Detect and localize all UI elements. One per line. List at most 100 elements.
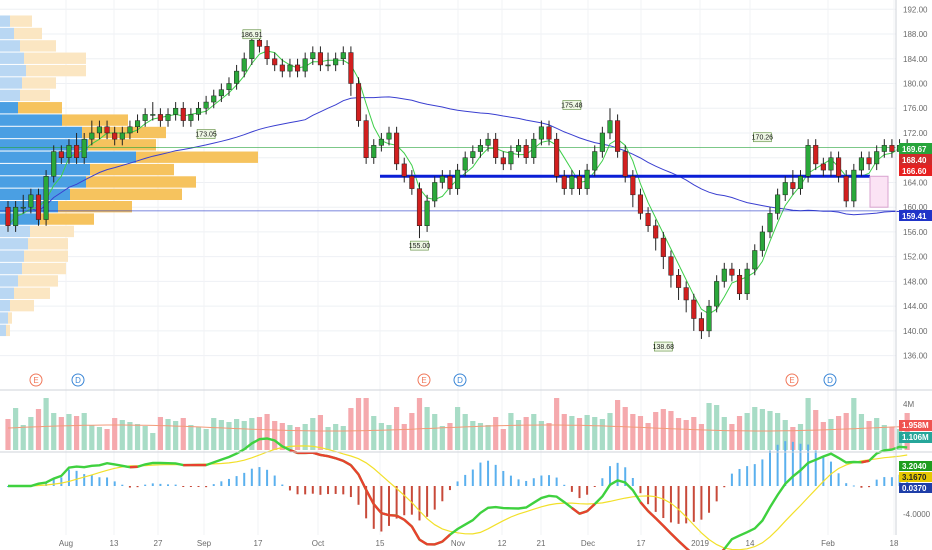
candle-body [813,145,819,165]
dividend-event-marker [453,373,467,387]
volume-bar [73,416,80,450]
volume-bar [317,415,324,450]
dividend-event-marker [823,373,837,387]
event-label: E [421,376,426,385]
oscillator-histogram-bar [525,480,528,486]
event-label: E [33,376,38,385]
price-tag-box [899,210,932,221]
oscillator-histogram-bar [807,444,810,486]
profile-buy-bar [0,40,20,52]
candle-body [820,163,826,171]
profile-buy-bar [0,163,90,176]
profile-buy-bar [0,312,8,324]
annotation-label: 186.91 [241,32,263,39]
oscillator-histogram-bar [677,486,680,524]
oscillator-histogram-bar [555,477,558,486]
volume-bar [173,421,179,450]
macd-line-negative-segment [441,533,451,543]
oscillator-histogram-bar [860,486,863,488]
candle-body [683,287,689,301]
volume-bar [515,420,522,450]
profile-buy-bar [0,213,40,225]
profile-sell-bar [18,102,62,114]
volume-bar [622,407,628,450]
oscillator-histogram-bar [212,484,215,486]
profile-buy-bar [0,275,18,287]
price-tick-label: 136.00 [903,352,928,361]
profile-buy-bar [0,126,82,139]
oscillator-tag-box [899,472,932,482]
candle-body [866,157,872,165]
volume-bar [874,418,880,450]
event-label: D [827,376,833,385]
price-tick-label: 148.00 [903,277,928,286]
price-tag-box [899,154,932,165]
candle-body [515,145,522,152]
candle-body [851,169,857,202]
oscillator-histogram-bar [372,486,375,529]
candle-body [180,107,186,121]
candle-body [531,138,537,158]
profile-buy-bar [0,102,18,114]
profile-sell-bar [136,151,258,163]
volume-bar [363,398,369,450]
candle-body [714,281,720,307]
candle-body [797,176,804,189]
macd-line-negative-segment [381,511,390,517]
oscillator-histogram-bar [822,456,825,486]
volume-bar [378,423,384,450]
volume-bar [637,416,644,450]
candle-body [569,176,575,189]
macd-line-negative-segment [571,506,581,515]
macd-line-negative-segment [335,457,344,463]
annotation-label: 155.00 [409,243,431,250]
candle-body [13,206,19,226]
candle-body [241,58,247,72]
volume-bar [706,403,712,450]
profile-buy-bar [0,27,14,40]
price-tick-label: 172.00 [903,129,928,138]
macd-line-negative-segment [342,459,352,467]
time-tick-label: 27 [154,539,163,548]
candlesticks [5,34,910,339]
volume-bar [683,420,689,450]
candle-body [615,120,621,152]
oscillator-histogram-bar [761,459,764,486]
price-tag-label: 168.40 [902,156,927,165]
oscillator-histogram-bar [67,469,70,486]
volume-bar [599,419,605,450]
macd-line-negative-segment [647,510,657,520]
volume-tag-label: 1.106M [902,433,929,442]
price-tick-label: 156.00 [903,228,928,237]
oscillator-histogram-bar [487,460,490,486]
profile-sell-bar [40,213,94,225]
oscillator-histogram-bar [738,468,741,486]
oscillator-histogram-bar [380,486,383,532]
volume-bar [279,423,285,450]
oscillator-histogram-bar [83,474,86,486]
oscillator-histogram-bar [410,486,413,515]
oscillator-histogram-bar [868,486,871,488]
candle-body [477,145,483,152]
candle-body [378,138,384,146]
candle-body [401,163,407,177]
oscillator-histogram-bar [669,486,672,523]
candle-body [874,151,880,165]
candle-body [767,213,773,233]
oscillator-histogram-bar [159,483,162,486]
oscillator-histogram-bar [479,462,482,486]
oscillator-histogram-bar [128,486,131,488]
volume-bar [401,424,407,450]
volume-tag-box [899,420,932,431]
volume-bar [554,398,560,450]
macd-line-negative-segment [586,503,596,513]
profile-buy-bar [0,188,70,201]
volume-bar [615,400,621,450]
oscillator-histogram-bar [281,484,284,486]
oscillator-histogram-bar [441,486,444,502]
candle-body [691,299,697,319]
oscillator-histogram-bar [151,483,154,486]
oscillator-histogram-bar [189,486,192,487]
oscillator-histogram-bar [136,486,139,488]
